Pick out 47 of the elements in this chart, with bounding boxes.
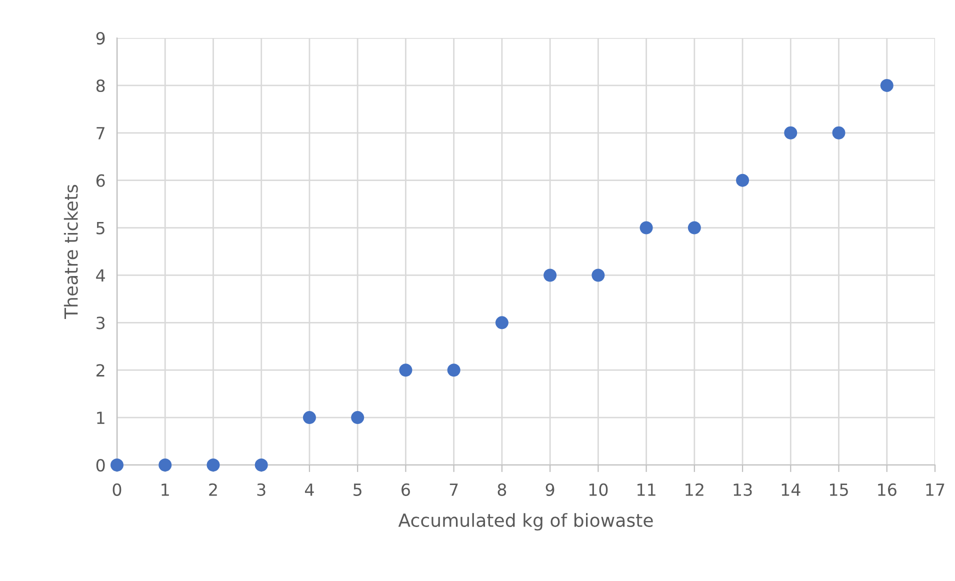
x-tick-label: 11 [638,484,656,496]
x-tick-label: 5 [354,484,362,496]
point [495,316,508,330]
y-tick-label: 9 [96,32,105,45]
y-tick-label: 5 [96,222,104,234]
x-tick-label: 13 [734,483,752,496]
point [351,411,364,424]
x-axis-title: Accumulated kg of biowaste [398,513,653,531]
point [592,268,605,282]
x-tick-label: 16 [878,483,896,496]
point [640,221,653,234]
x-tick-label: 15 [830,484,848,496]
point [110,458,124,472]
point [254,458,268,472]
x-tick-label: 9 [546,483,554,496]
x-tick-label: 2 [209,483,217,496]
y-tick-label: 7 [96,127,104,140]
point [206,458,220,472]
point [399,364,412,377]
x-tick-label: 7 [450,484,458,496]
point [832,126,846,140]
x-tick-label: 3 [257,483,266,496]
point [688,221,701,234]
point [544,268,557,282]
x-tick-label: 12 [686,483,704,496]
x-tick-label: 0 [112,483,122,496]
x-tick-label: 8 [498,483,506,496]
x-tick-label: 4 [304,484,314,496]
point [302,411,316,424]
point [736,174,750,187]
point [158,458,172,472]
y-tick-label: 3 [96,316,105,330]
x-tick-label: 10 [589,483,608,496]
y-tick-label: 8 [96,79,105,92]
y-tick-label: 0 [96,458,105,472]
point [447,364,460,377]
x-tick-label: 14 [782,484,800,496]
point [880,78,894,92]
x-tick-label: 6 [402,483,410,496]
y-tick-label: 6 [96,174,105,187]
x-tick-label: 17 [926,484,944,496]
x-tick-label: 1 [162,484,169,496]
y-axis-title: Theatre tickets [64,184,78,320]
y-tick-label: 4 [96,269,105,282]
y-tick-label: 2 [96,364,104,376]
point [784,126,798,140]
y-tick-label: 1 [97,412,104,424]
